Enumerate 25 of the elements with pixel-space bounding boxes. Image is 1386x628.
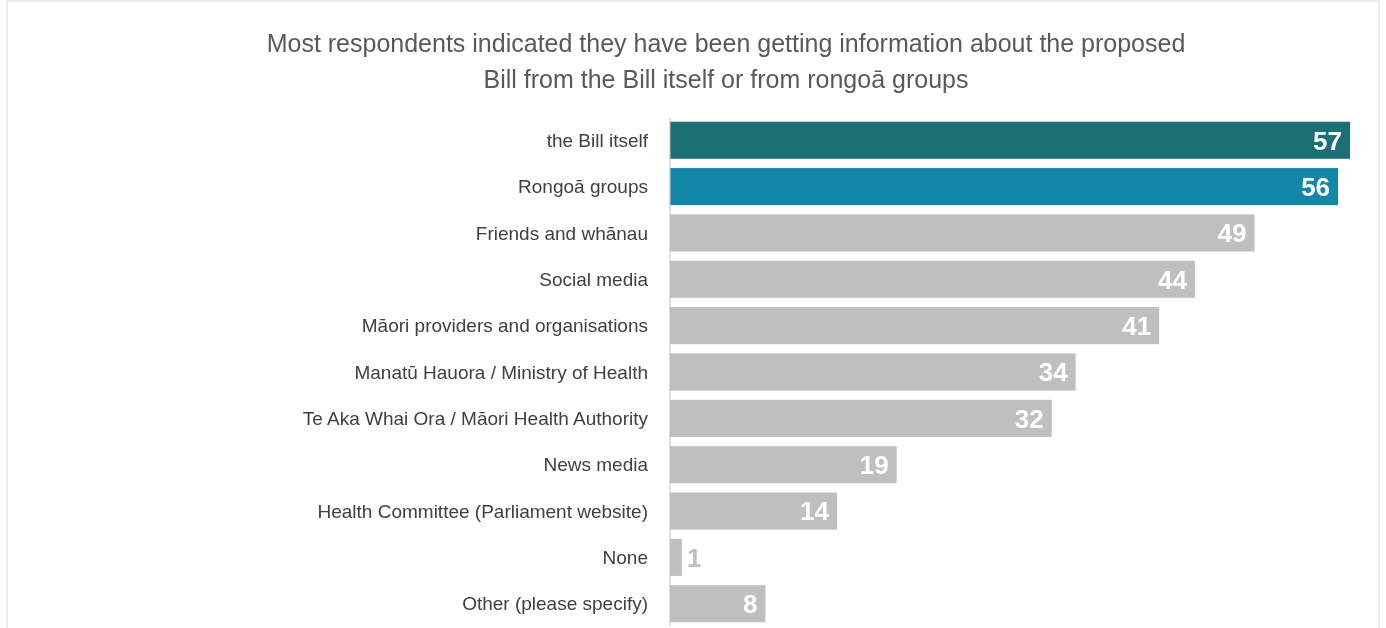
data-label: 8 bbox=[742, 589, 758, 620]
data-label: 19 bbox=[859, 450, 889, 481]
data-label: 56 bbox=[1301, 171, 1331, 202]
data-label: 57 bbox=[1313, 125, 1342, 156]
data-label: 41 bbox=[1122, 311, 1152, 342]
data-label: 34 bbox=[1038, 357, 1069, 388]
y-tick-label: Rongoā groups bbox=[518, 176, 648, 198]
bar bbox=[670, 121, 1350, 159]
y-tick-label: Friends and whānau bbox=[475, 222, 648, 244]
bar bbox=[670, 168, 1339, 206]
y-tick-label: Social media bbox=[539, 268, 649, 290]
y-tick-label: Manatū Hauora / Ministry of Health bbox=[354, 361, 648, 383]
y-tick-label: Māori providers and organisations bbox=[361, 315, 648, 337]
y-tick-label: Te Aka Whai Ora / Māori Health Authority bbox=[302, 408, 649, 429]
data-label: 14 bbox=[800, 496, 830, 527]
y-tick-label: News media bbox=[543, 454, 649, 476]
data-label: 49 bbox=[1217, 218, 1247, 249]
data-label: 32 bbox=[1014, 403, 1044, 434]
data-label: 44 bbox=[1157, 264, 1188, 295]
y-tick-label: Other (please specify) bbox=[462, 593, 648, 615]
y-tick-label: Health Committee (Parliament website) bbox=[317, 500, 648, 522]
y-tick-label: the Bill itself bbox=[546, 129, 649, 151]
chart-title: Most respondents indicated they have been getting information about the proposed Bill from the Bill itself or from rongoā groups bbox=[266, 29, 1186, 93]
data-label: 1 bbox=[686, 542, 702, 573]
y-tick-label: None bbox=[602, 547, 648, 569]
